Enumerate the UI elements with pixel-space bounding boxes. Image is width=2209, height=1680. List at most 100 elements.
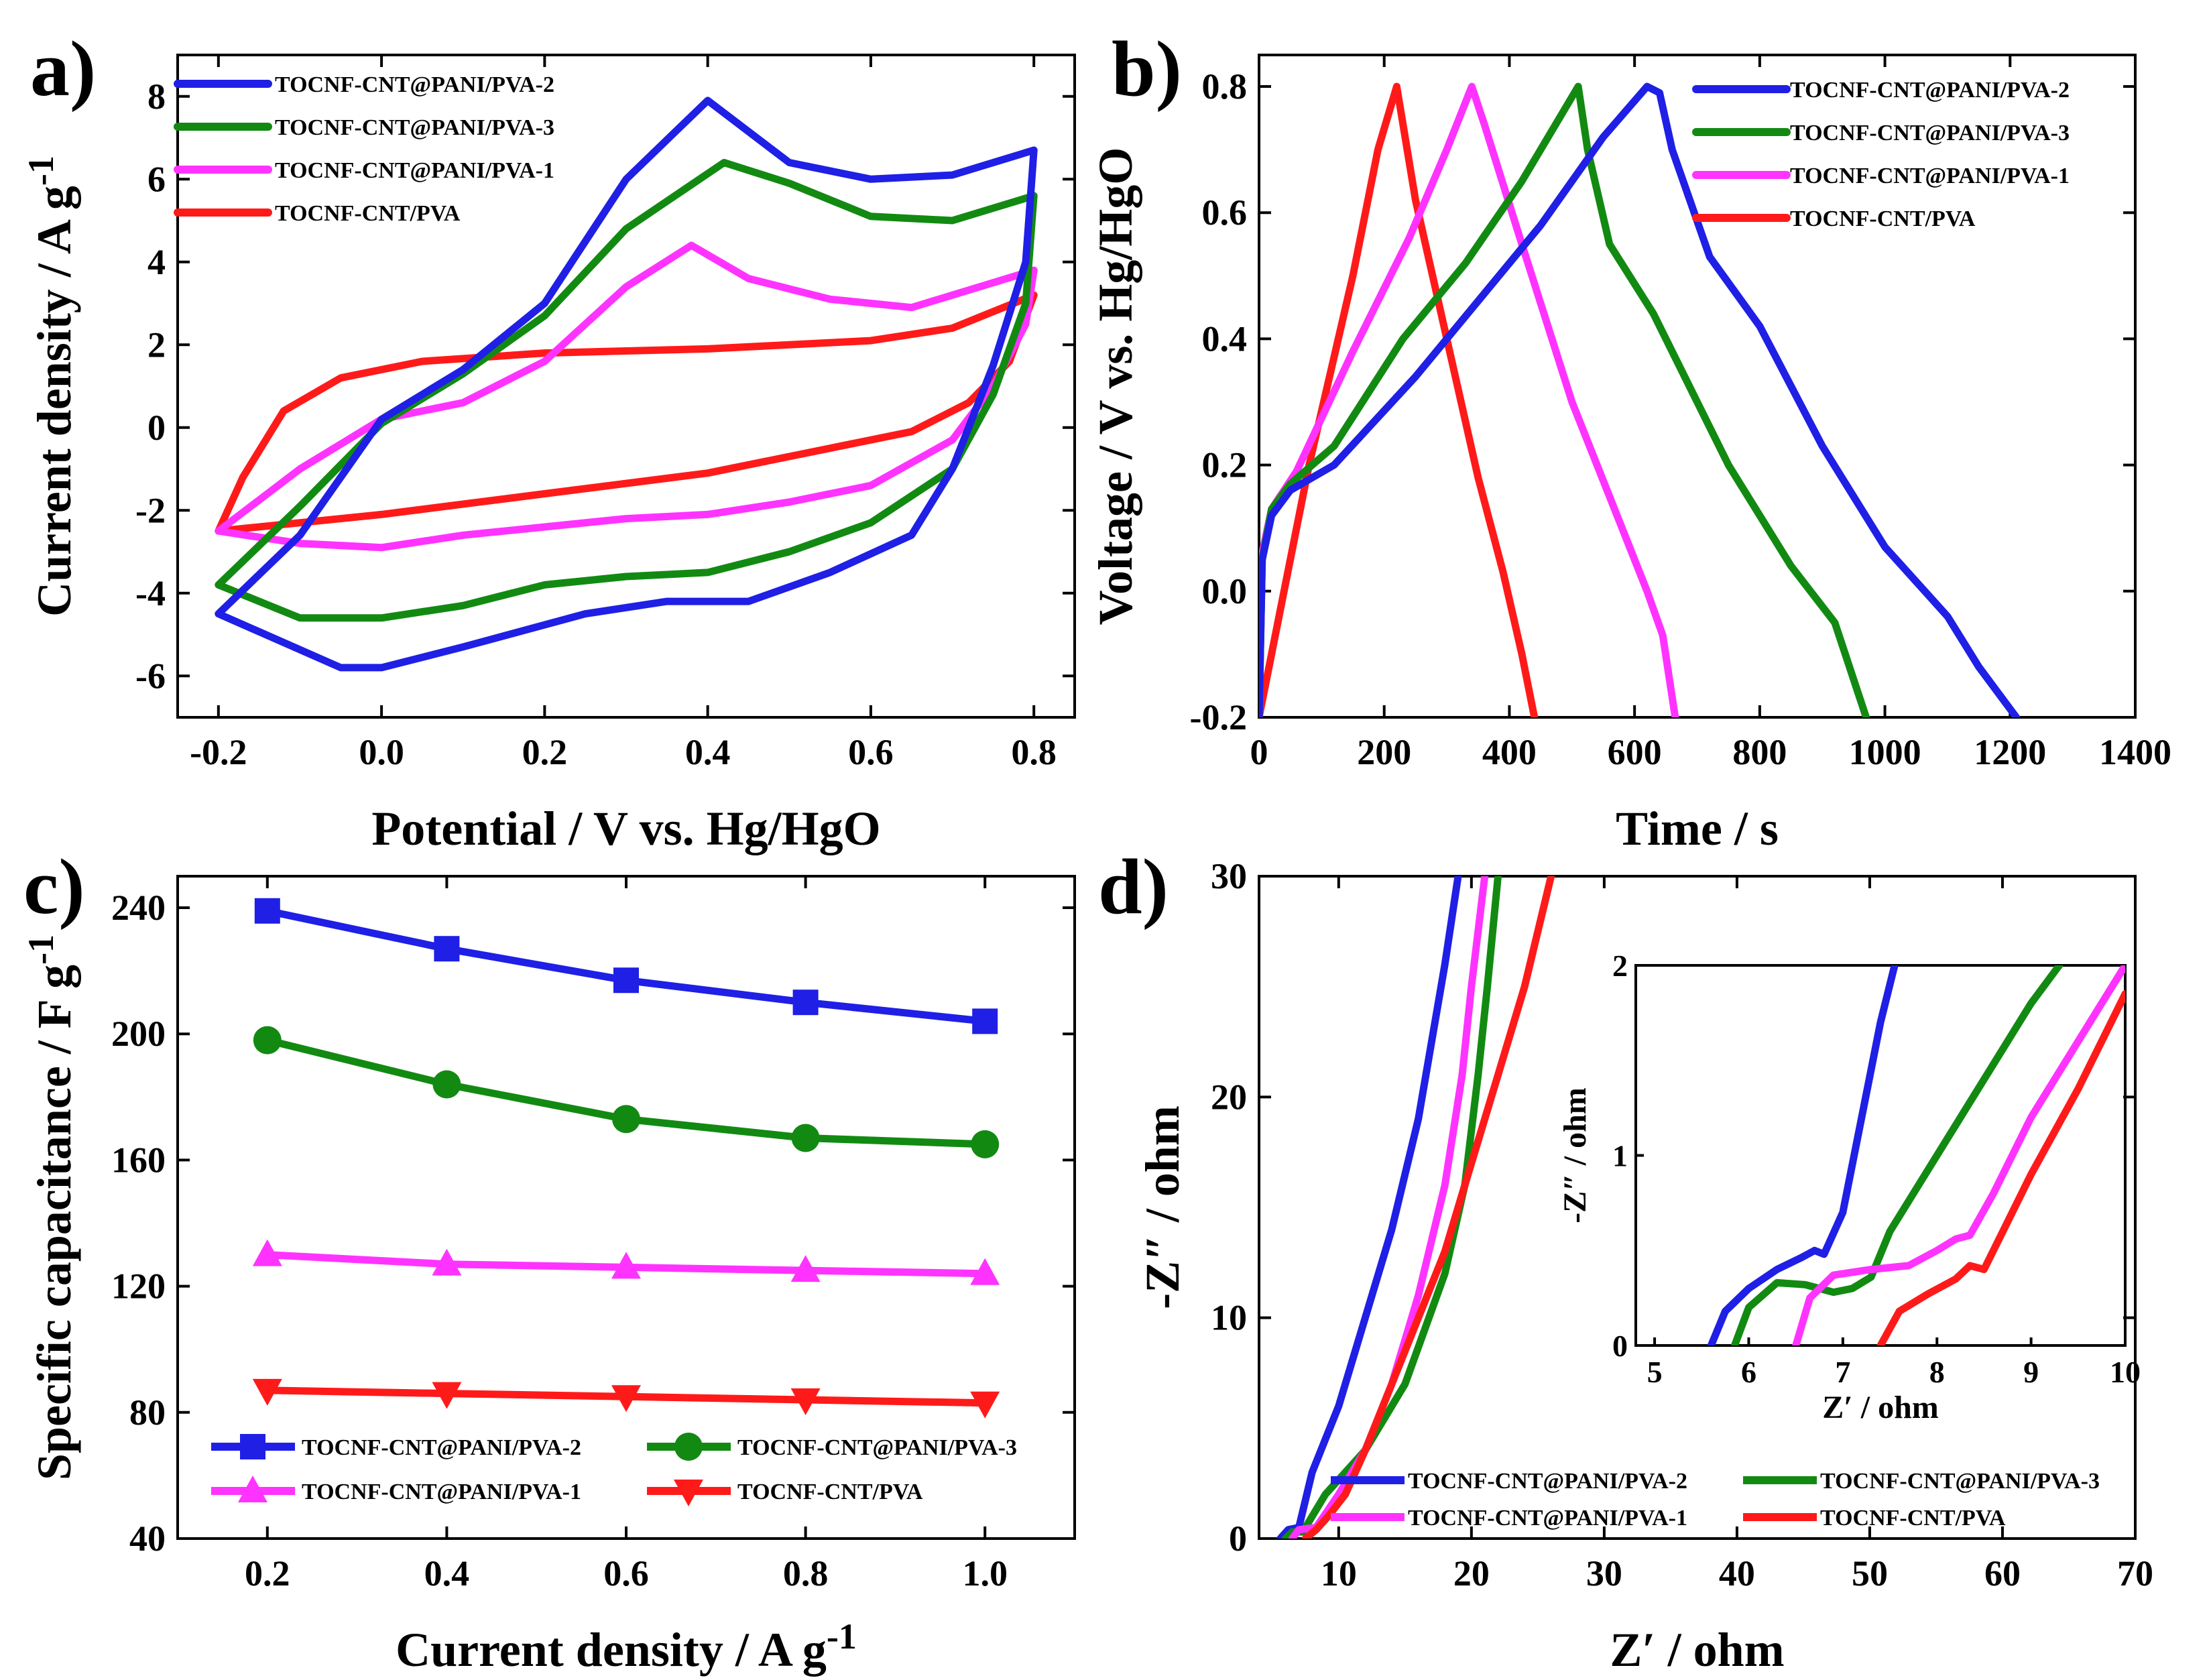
x-axis-label: Current density / A g-1 (396, 1616, 857, 1677)
data-point (612, 1105, 640, 1134)
y-tick-label: 80 (129, 1392, 166, 1433)
inset-series-group (1707, 965, 2125, 1345)
legend-label: TOCNF-CNT@PANI/PVA-1 (1790, 164, 2070, 188)
series-line (1259, 82, 2021, 717)
data-point (970, 1391, 1000, 1419)
x-tick-label: 1400 (2099, 732, 2171, 772)
y-tick-label: 10 (1211, 1298, 1247, 1338)
x-tick-label: 200 (1357, 732, 1411, 772)
inset-chart: 5 6 7 8 9 10 0 1 2 Z′ / ohm -Z″ / ohm (1557, 949, 2141, 1425)
y-axis-label: Specific capacitance / F g-1 (21, 935, 81, 1480)
series-line (215, 291, 1038, 535)
data-point (791, 1124, 820, 1152)
x-tick-label: 0.0 (359, 732, 404, 772)
legend-label: TOCNF-CNT/PVA (1820, 1506, 2006, 1531)
series-line (1282, 876, 1502, 1539)
x-tick-label: 10 (1321, 1553, 1357, 1594)
data-point (972, 1008, 998, 1034)
x-tick-label: 600 (1608, 732, 1662, 772)
data-point (613, 967, 639, 994)
data-point (790, 1388, 821, 1415)
x-tick-label: 50 (1852, 1553, 1888, 1594)
y-tick-label: 6 (147, 159, 166, 199)
legend-label: TOCNF-CNT@PANI/PVA-1 (275, 158, 554, 183)
y-tick-label: 0 (1612, 1329, 1628, 1363)
y-tick-label: 0 (147, 408, 166, 448)
x-tick-label: 7 (1835, 1355, 1850, 1389)
y-tick-label: 120 (111, 1266, 166, 1307)
legend-label: TOCNF-CNT@PANI/PVA-2 (302, 1435, 581, 1460)
y-tick-label: 20 (1211, 1077, 1247, 1117)
x-axis-label: Potential / V vs. Hg/HgO (371, 802, 880, 855)
y-axis-label: -Z″ / ohm (1136, 1105, 1189, 1309)
x-tick-label: 0.4 (685, 732, 731, 772)
chart-d: 10 20 30 40 50 60 700102030TOCNF-CNT@PANI/PVA-… (1098, 843, 2153, 1677)
data-point (253, 1026, 282, 1055)
x-tick-label: -0.2 (190, 732, 247, 772)
y-axis-label: Current density / A g-1 (21, 156, 81, 617)
legend-label: TOCNF-CNT@PANI/PVA-1 (1408, 1506, 1687, 1531)
x-tick-label: 0.8 (783, 1553, 829, 1594)
y-tick-label: 1 (1612, 1139, 1628, 1173)
x-tick-label: 1000 (1849, 732, 1921, 772)
data-point (971, 1130, 1000, 1158)
panel-label: a) (30, 25, 96, 113)
legend-label: TOCNF-CNT/PVA (737, 1480, 923, 1504)
series-line (215, 97, 1038, 672)
axes-frame (1258, 54, 2137, 719)
chart-c: 0.2 0.4 0.6 0.8 1.0 40 80 120 160 200 240 TOCNF-CNT… (21, 843, 1076, 1677)
y-tick-label: 40 (129, 1518, 166, 1559)
x-tick-label: 0.8 (1011, 732, 1057, 772)
x-axis-label: Z′ / ohm (1610, 1623, 1784, 1677)
data-point (252, 1239, 282, 1266)
panel-label: c) (23, 843, 85, 931)
y-tick-label: 2 (147, 324, 166, 365)
data-point (674, 1480, 703, 1506)
data-point (240, 1434, 265, 1459)
x-tick-label: 1.0 (962, 1553, 1008, 1594)
y-tick-label: 160 (111, 1140, 166, 1180)
legend-label: TOCNF-CNT/PVA (1790, 206, 1976, 231)
x-tick-label: 20 (1453, 1553, 1490, 1594)
legend-label: TOCNF-CNT@PANI/PVA-3 (275, 115, 554, 140)
legend-label: TOCNF-CNT/PVA (275, 201, 461, 226)
panel-label: b) (1112, 25, 1182, 113)
data-point (674, 1433, 703, 1461)
x-tick-label: 0.6 (848, 732, 894, 772)
x-tick-label: 8 (1929, 1355, 1945, 1389)
x-tick-label: 0 (1250, 732, 1268, 772)
x-tick-label: 0.4 (424, 1553, 470, 1594)
y-tick-label: -6 (135, 656, 166, 696)
series-group (215, 97, 1038, 672)
series-line (215, 241, 1038, 552)
series-line (1301, 876, 1555, 1539)
x-axis-label: Time / s (1616, 802, 1779, 855)
x-tick-label: 800 (1732, 732, 1787, 772)
x-tick-label: 60 (1984, 1553, 2021, 1594)
axes-frame (1258, 875, 2137, 1540)
x-tick-label: 40 (1719, 1553, 1755, 1594)
y-tick-label: -4 (135, 573, 166, 613)
series-group (1276, 876, 1555, 1539)
data-point (792, 989, 819, 1016)
y-tick-label: 0.6 (1202, 192, 1248, 233)
y-tick-label: 2 (1612, 949, 1628, 983)
legend-label: TOCNF-CNT@PANI/PVA-2 (275, 72, 554, 97)
data-point (238, 1476, 267, 1502)
x-tick-label: 6 (1741, 1355, 1756, 1389)
y-tick-label: 0.4 (1202, 318, 1248, 359)
legend-label: TOCNF-CNT@PANI/PVA-2 (1408, 1469, 1687, 1494)
y-tick-label: 0.2 (1202, 445, 1248, 485)
x-tick-label: 0.2 (245, 1553, 290, 1594)
data-point (432, 1248, 462, 1276)
y-tick-label: -0.2 (1190, 697, 1247, 737)
legend-label: TOCNF-CNT@PANI/PVA-3 (1790, 121, 2070, 145)
x-tick-label: 0.6 (603, 1553, 649, 1594)
series-line (1259, 82, 1870, 717)
y-tick-label: 4 (147, 242, 166, 282)
y-tick-label: -2 (135, 490, 166, 530)
legend-label: TOCNF-CNT@PANI/PVA-3 (737, 1435, 1017, 1460)
data-point (790, 1255, 821, 1282)
legend-label: TOCNF-CNT@PANI/PVA-1 (302, 1480, 581, 1504)
